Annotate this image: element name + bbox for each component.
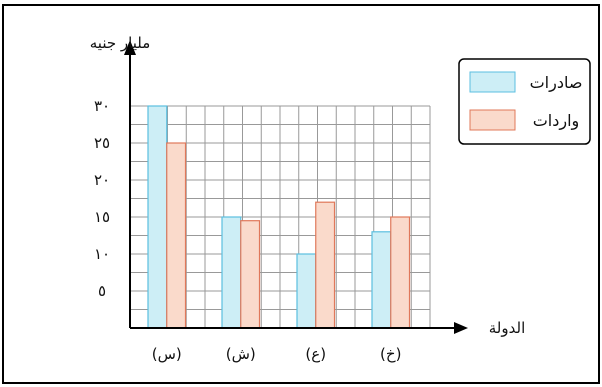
x-axis-arrowhead — [454, 322, 468, 334]
axes — [124, 40, 468, 334]
y-tick-label: ٣٠ — [94, 97, 110, 115]
x-category-label: (ش) — [226, 345, 256, 363]
y-tick-label: ١٠ — [94, 245, 110, 263]
bar-imports-0 — [166, 142, 187, 329]
y-axis-title: مليار جنيه — [90, 34, 150, 52]
bar-imports-1 — [240, 220, 261, 329]
legend: صادرات واردات — [458, 58, 591, 145]
x-category-label: (خ) — [380, 345, 401, 363]
legend-swatch-exports — [469, 71, 516, 93]
bar-exports-3 — [371, 231, 392, 329]
bar-imports-3 — [390, 216, 411, 329]
y-tick-label: ١٥ — [94, 208, 110, 226]
legend-label-imports: واردات — [533, 111, 580, 131]
legend-label-exports: صادرات — [530, 73, 583, 93]
y-tick-labels: ٥ ١٠ ١٥ ٢٠ ٢٥ ٣٠ — [94, 97, 110, 300]
bar-exports-0 — [147, 105, 168, 329]
x-tick-labels: (س) (ش) (ع) (خ) — [152, 345, 402, 363]
y-tick-label: ٥ — [98, 282, 106, 300]
y-tick-label: ٢٠ — [94, 171, 110, 189]
bar-exports-1 — [221, 216, 242, 329]
legend-swatch-imports — [469, 109, 516, 131]
bars — [147, 105, 411, 329]
x-category-label: (س) — [152, 345, 182, 363]
y-axis-arrowhead — [124, 40, 136, 55]
bar-exports-2 — [296, 253, 317, 329]
y-tick-label: ٢٥ — [94, 134, 110, 152]
x-category-label: (ع) — [305, 345, 326, 363]
x-axis-title: الدولة — [489, 319, 525, 337]
bar-imports-2 — [315, 201, 336, 329]
